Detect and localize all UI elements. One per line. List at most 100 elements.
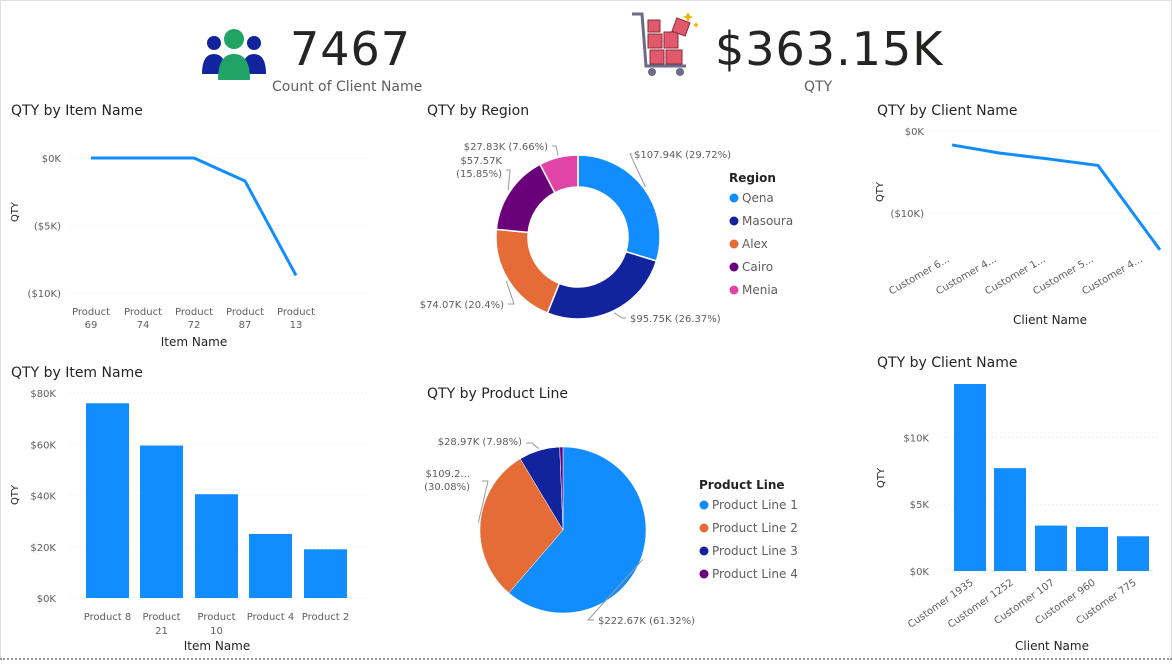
line-chart-qty-by-item[interactable]: $0K ($5K) ($10K) Product 69 Product 74 Product 7… [0,120,400,355]
data-label: $222.67K (61.32%) [598,616,695,627]
y-axis-title: QTY [876,467,887,488]
y-tick-label: $0K [42,154,62,165]
legend-title: Product Line [699,478,785,492]
series-line [91,156,298,277]
legend-title: Region [729,171,776,185]
x-axis-title: Client Name [1015,639,1089,653]
chart-title-qty-by-item-line: QTY by Item Name [11,103,143,119]
legend-item: Cairo [742,260,773,274]
x-tick-label: Product 10 [198,612,236,637]
x-axis-title: Item Name [184,639,251,653]
slice-qena [577,154,661,262]
chart-title-qty-by-client-bar: QTY by Client Name [877,355,1018,371]
chart-title-qty-by-client-line: QTY by Client Name [877,103,1018,119]
x-tick-label: Product 87 [226,307,264,331]
x-tick-label: Product 4 [247,612,295,623]
page-bottom-divider [0,658,1172,660]
bar [994,468,1026,571]
kpi-count-label: Count of Client Name [272,79,423,95]
legend-marker [699,569,709,579]
data-label: $109.2... (30.08%) [424,469,470,493]
label-leader [526,442,539,449]
y-tick-label: ($10K) [28,289,62,300]
y-tick-label: $0K [37,594,57,605]
x-tick-label: Product 72 [175,307,213,331]
series-line [951,143,1162,251]
data-label: $57.57K (15.85%) [456,156,502,180]
legend-marker [699,523,709,533]
y-tick-label: ($5K) [34,222,61,233]
slice-product-line-1 [508,446,647,614]
y-tick-label: $60K [30,440,56,451]
x-tick-label: Product 74 [124,307,162,331]
label-leader [629,153,646,188]
y-tick-label: $80K [30,389,56,400]
bar [140,445,183,598]
slice-menia [539,154,579,194]
legend-item: Product Line 1 [712,498,798,512]
people-group-icon [202,29,266,80]
legend-item: Product Line 3 [712,544,798,558]
label-leader [506,169,511,191]
slice-masoura [546,250,658,320]
legend-item: Masoura [742,214,793,228]
bar-chart-qty-by-item[interactable]: $0K $20K $40K $60K $80K Product 8 Product 21 Pro… [0,380,400,655]
legend-marker [729,239,739,249]
legend-marker [699,546,709,556]
chart-title-qty-by-region: QTY by Region [427,103,530,119]
slice-product-line-4 [559,446,564,531]
data-label: $74.07K (20.4%) [420,300,504,311]
y-tick-label: $40K [30,492,56,503]
bar [1035,525,1067,571]
pie-chart-qty-by-product-line[interactable]: $222.67K (61.32%) $109.2... (30.08%) $28.97… [410,405,850,655]
x-axis-title: Client Name [1013,313,1087,327]
label-leader [505,280,515,305]
kpi-count-value: 7467 [290,22,412,76]
bar [249,533,292,598]
y-axis-title: QTY [875,181,886,202]
legend-marker [729,262,739,272]
label-leader [477,480,489,523]
data-label: $28.97K (7.98%) [438,437,522,448]
label-leader [613,312,626,319]
x-tick-label: Product 21 [143,612,181,637]
line-chart-qty-by-client[interactable]: $0K($10K)Customer 6...Customer 4...Custo… [860,120,1170,335]
shopping-cart-icon [632,12,699,76]
y-tick-label: $5K [910,500,930,511]
y-tick-label: $20K [30,543,56,554]
y-axis-title: QTY [10,484,21,505]
x-tick-label: Product 13 [277,307,315,331]
slice-alex [495,228,561,315]
label-leader [552,145,559,156]
bar [1117,536,1149,571]
data-label: $95.75K (26.37%) [630,314,721,325]
chart-title-qty-by-product-line: QTY by Product Line [427,386,568,402]
y-tick-label: $10K [903,433,929,444]
bar [86,403,129,598]
slice-product-line-2 [479,458,564,594]
legend-marker [729,193,739,203]
y-tick-label: $0K [905,127,925,138]
legend-item: Menia [742,283,778,297]
donut-chart-qty-by-region[interactable]: $107.94K (29.72%) $95.75K (26.37%) $74.07K… [410,120,850,335]
bar [304,549,347,598]
legend-item: Qena [742,191,774,205]
y-tick-label: ($10K) [891,209,925,220]
legend-item: Product Line 4 [712,567,798,581]
bar [954,384,986,571]
kpi-qty-label: QTY [804,79,833,95]
x-tick-label: Product 2 [302,612,350,623]
legend-marker [699,500,709,510]
y-tick-label: $0K [910,567,930,578]
data-label: $27.83K (7.66%) [464,142,548,153]
x-tick-label: Customer 1935 [906,577,976,630]
x-tick-label: Product 69 [72,307,110,331]
label-leader [586,559,644,621]
bar [1076,526,1108,571]
y-axis-title: QTY [10,201,21,222]
x-axis-title: Item Name [161,335,228,349]
chart-title-qty-by-item-bar: QTY by Item Name [11,365,143,381]
legend-item: Alex [742,237,768,251]
x-tick-label: Product 8 [84,612,132,623]
